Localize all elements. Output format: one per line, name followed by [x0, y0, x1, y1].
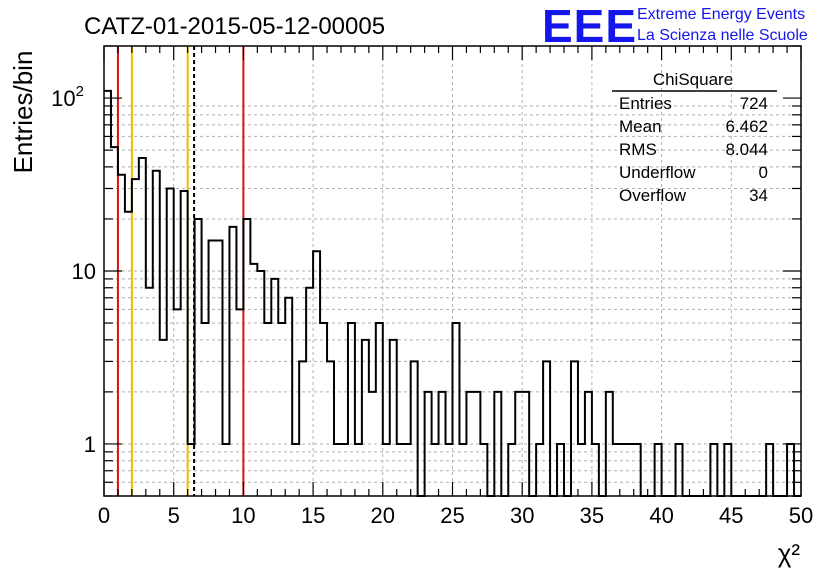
x-tick-label: 40: [649, 503, 673, 528]
x-tick-label: 0: [98, 503, 110, 528]
stats-value: 8.044: [725, 140, 768, 159]
x-tick-label: 45: [719, 503, 743, 528]
stats-label: Mean: [619, 117, 662, 136]
x-tick-label: 50: [789, 503, 813, 528]
y-tick-label: 102: [51, 83, 84, 111]
stats-label: Underflow: [619, 163, 696, 182]
eee-logo: EEE Extreme Energy Events La Scienza nel…: [542, 0, 808, 52]
y-axis-title: Entries/bin: [8, 51, 38, 174]
stats-box: ChiSquare Entries 724 Mean 6.462 RMS 8.044 Und…: [612, 70, 777, 205]
stats-label: Entries: [619, 94, 672, 113]
stats-value: 724: [740, 94, 768, 113]
stats-value: 34: [749, 186, 768, 205]
x-axis-title: χ²: [778, 538, 801, 568]
x-tick-label: 10: [231, 503, 255, 528]
stats-label: Overflow: [619, 186, 687, 205]
stats-label: RMS: [619, 140, 657, 159]
x-tick-label: 30: [510, 503, 534, 528]
x-tick-label: 5: [168, 503, 180, 528]
x-axis: 0 5 10 15 20 25 30 35 40 45 50: [98, 46, 813, 528]
stats-title: ChiSquare: [653, 70, 733, 89]
logo-line-1: Extreme Energy Events: [637, 6, 805, 23]
y-tick-label: 1: [84, 432, 96, 457]
stats-value: 0: [759, 163, 768, 182]
x-tick-label: 25: [440, 503, 464, 528]
logo-letters: EEE: [542, 0, 637, 52]
chart-title: CATZ-01-2015-05-12-00005: [84, 13, 385, 40]
x-tick-label: 35: [580, 503, 604, 528]
x-tick-label: 20: [371, 503, 395, 528]
y-tick-label: 10: [72, 259, 96, 284]
x-tick-label: 15: [301, 503, 325, 528]
y-tick-exponent: 2: [76, 83, 84, 100]
stats-value: 6.462: [725, 117, 768, 136]
logo-line-2: La Scienza nelle Scuole: [637, 27, 808, 44]
